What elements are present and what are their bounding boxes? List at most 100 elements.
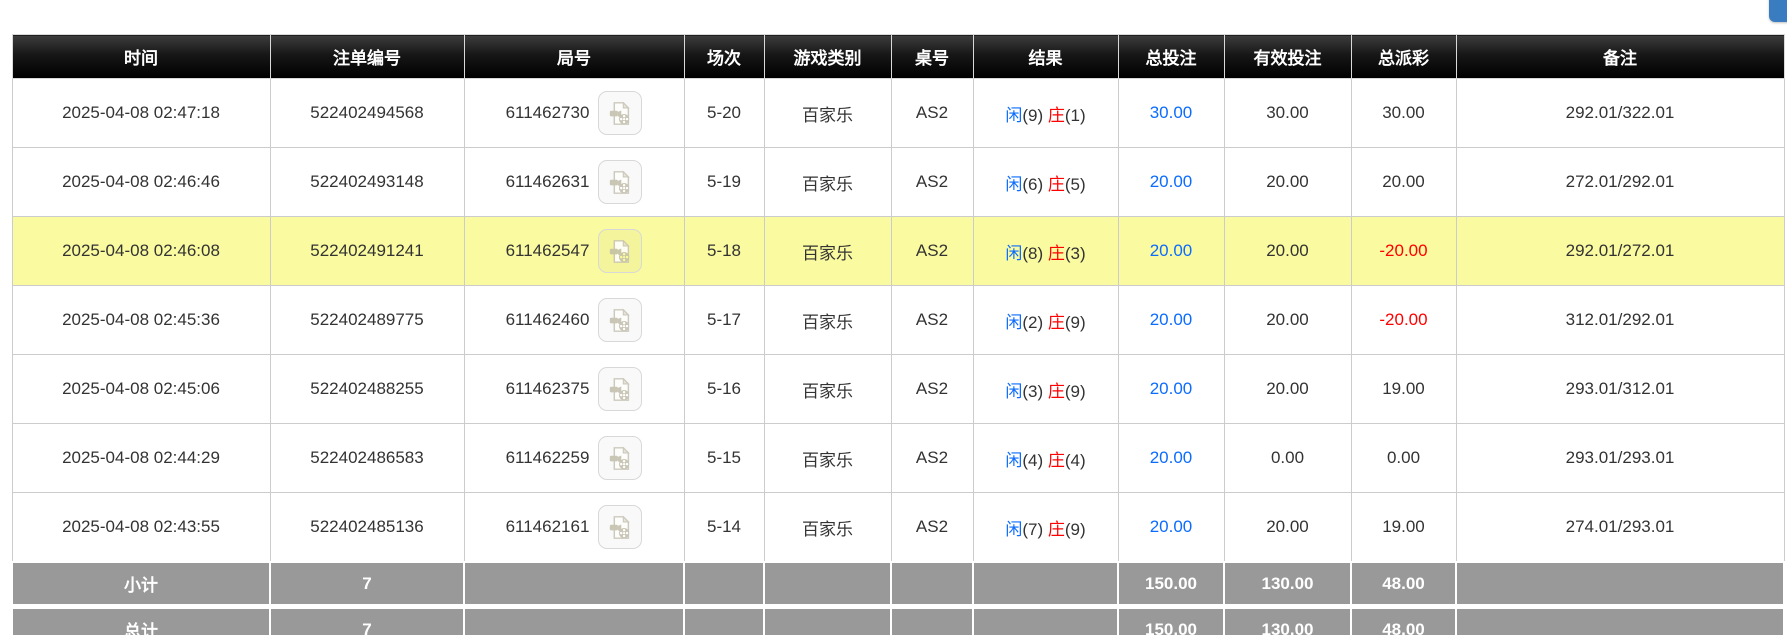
subtotal-label: 小计 (11, 561, 271, 608)
total-bet-link[interactable]: 20.00 (1149, 379, 1193, 398)
session-cell: 5-20 (683, 78, 765, 148)
total-payout-cell: 20.00 (1350, 147, 1457, 217)
banker-result-label: 庄 (1047, 105, 1065, 125)
column-header-total-payout: 总派彩 (1350, 34, 1457, 79)
betting-records-table: 时间 注单编号 局号 场次 游戏类别 桌号 结果 总投注 有效投注 总派彩 备注… (11, 34, 1785, 635)
player-result-label: 闲 (1005, 174, 1023, 194)
valid-bet-cell: 0.00 (1223, 423, 1352, 493)
remark-cell: 292.01/322.01 (1455, 78, 1785, 148)
round-no-text: 611462259 (505, 448, 590, 467)
video-replay-button[interactable] (598, 505, 643, 549)
total-bet-cell: 20.00 (1117, 147, 1225, 217)
table-row-highlighted[interactable]: 2025-04-08 02:46:08 522402491241 6114625… (11, 216, 1785, 286)
player-result-value: (7) (1022, 519, 1044, 539)
subtotal-valid-bet: 130.00 (1223, 561, 1352, 608)
player-result-label: 闲 (1005, 105, 1023, 125)
empty-cell (763, 604, 892, 635)
player-result-label: 闲 (1005, 312, 1023, 332)
column-header-bet-no: 注单编号 (269, 34, 465, 79)
total-bet-link[interactable]: 30.00 (1149, 103, 1193, 122)
remark-cell: 292.01/272.01 (1455, 216, 1785, 286)
video-replay-button[interactable] (598, 436, 643, 480)
banker-result-label: 庄 (1047, 243, 1065, 263)
table-row[interactable]: 2025-04-08 02:43:55 522402485136 6114621… (11, 492, 1785, 563)
banker-result-value: (5) (1064, 174, 1086, 194)
time-cell: 2025-04-08 02:45:36 (11, 285, 271, 355)
banker-result-label: 庄 (1047, 519, 1065, 539)
time-cell: 2025-04-08 02:45:06 (11, 354, 271, 424)
video-replay-icon (609, 376, 630, 401)
banker-result-value: (3) (1064, 243, 1086, 263)
player-result-value: (3) (1022, 381, 1044, 401)
table-no-cell: AS2 (890, 78, 974, 148)
bet-no-cell: 522402488255 (269, 354, 465, 424)
table-no-cell: AS2 (890, 285, 974, 355)
time-cell: 2025-04-08 02:46:08 (11, 216, 271, 286)
bet-no-cell: 522402485136 (269, 492, 465, 563)
video-replay-icon (609, 238, 630, 263)
time-cell: 2025-04-08 02:44:29 (11, 423, 271, 493)
video-replay-button[interactable] (598, 160, 643, 204)
column-header-result: 结果 (972, 34, 1119, 79)
result-cell: 闲(3) 庄(9) (972, 354, 1119, 424)
video-replay-icon (609, 169, 630, 194)
table-row[interactable]: 2025-04-08 02:45:36 522402489775 6114624… (11, 285, 1785, 355)
bet-no-cell: 522402491241 (269, 216, 465, 286)
player-result-value: (4) (1022, 450, 1044, 470)
game-type-cell: 百家乐 (763, 354, 892, 424)
column-header-table-no: 桌号 (890, 34, 974, 79)
column-header-session: 场次 (683, 34, 765, 79)
game-type-cell: 百家乐 (763, 147, 892, 217)
valid-bet-cell: 20.00 (1223, 354, 1352, 424)
remark-cell: 293.01/312.01 (1455, 354, 1785, 424)
table-row[interactable]: 2025-04-08 02:46:46 522402493148 6114626… (11, 147, 1785, 217)
total-bet-cell: 20.00 (1117, 285, 1225, 355)
result-cell: 闲(2) 庄(9) (972, 285, 1119, 355)
banker-result-label: 庄 (1047, 450, 1065, 470)
column-header-remark: 备注 (1455, 34, 1785, 79)
player-result-label: 闲 (1005, 450, 1023, 470)
player-result-value: (2) (1022, 312, 1044, 332)
table-no-cell: AS2 (890, 147, 974, 217)
table-no-cell: AS2 (890, 354, 974, 424)
video-replay-button[interactable] (598, 91, 643, 135)
video-replay-button[interactable] (598, 367, 643, 411)
player-result-label: 闲 (1005, 243, 1023, 263)
total-bet-link[interactable]: 20.00 (1149, 517, 1193, 536)
session-cell: 5-16 (683, 354, 765, 424)
subtotal-total-payout: 48.00 (1350, 561, 1457, 608)
total-bet-link[interactable]: 20.00 (1149, 172, 1193, 191)
session-cell: 5-18 (683, 216, 765, 286)
table-row[interactable]: 2025-04-08 02:45:06 522402488255 6114623… (11, 354, 1785, 424)
bet-no-cell: 522402493148 (269, 147, 465, 217)
player-result-label: 闲 (1005, 519, 1023, 539)
total-count: 7 (269, 604, 465, 635)
empty-cell (972, 604, 1119, 635)
video-replay-button[interactable] (598, 229, 643, 273)
empty-cell (683, 561, 765, 608)
result-cell: 闲(7) 庄(9) (972, 492, 1119, 563)
round-no-cell: 611462547 (463, 216, 685, 286)
total-payout-cell: 19.00 (1350, 354, 1457, 424)
player-result-value: (8) (1022, 243, 1044, 263)
total-bet-link[interactable]: 20.00 (1149, 241, 1193, 260)
total-bet-cell: 20.00 (1117, 423, 1225, 493)
game-type-cell: 百家乐 (763, 492, 892, 563)
total-bet-link[interactable]: 20.00 (1149, 310, 1193, 329)
total-bet-link[interactable]: 20.00 (1149, 448, 1193, 467)
video-replay-button[interactable] (598, 298, 643, 342)
round-no-text: 611462730 (505, 103, 590, 122)
empty-cell (972, 561, 1119, 608)
table-row[interactable]: 2025-04-08 02:44:29 522402486583 6114622… (11, 423, 1785, 493)
session-cell: 5-17 (683, 285, 765, 355)
video-replay-icon (609, 445, 630, 470)
table-row[interactable]: 2025-04-08 02:47:18 522402494568 6114627… (11, 78, 1785, 148)
player-result-label: 闲 (1005, 381, 1023, 401)
corner-button[interactable] (1769, 0, 1787, 22)
valid-bet-cell: 20.00 (1223, 285, 1352, 355)
table-no-cell: AS2 (890, 492, 974, 563)
total-payout-cell: -20.00 (1350, 216, 1457, 286)
subtotal-count: 7 (269, 561, 465, 608)
remark-cell: 293.01/293.01 (1455, 423, 1785, 493)
game-type-cell: 百家乐 (763, 423, 892, 493)
